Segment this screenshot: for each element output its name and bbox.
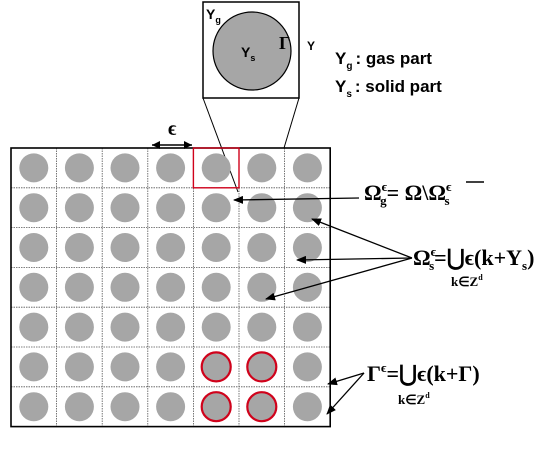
epsilon-label: ϵ — [168, 118, 177, 140]
solid-inclusion — [110, 392, 140, 422]
solid-inclusion — [156, 312, 186, 342]
legend: Yg: gas part Ys: solid part — [335, 49, 442, 100]
solid-inclusion — [19, 193, 49, 223]
solid-inclusion — [156, 272, 186, 302]
solid-inclusion-boundary-highlighted — [200, 351, 232, 383]
solid-inclusion — [110, 272, 140, 302]
solid-inclusion-boundary-highlighted — [200, 391, 232, 423]
solid-inclusion — [156, 233, 186, 262]
zoom-gas-label: Yg — [206, 6, 221, 25]
solid-inclusion — [19, 392, 49, 422]
solid-inclusion — [110, 153, 140, 183]
zoom-connector-left — [202, 97, 239, 193]
solid-inclusion — [156, 392, 186, 422]
formula-gamma: Γϵ=⋃ϵ(k+Γ) k∈Zd — [367, 360, 480, 407]
solid-inclusion — [110, 312, 140, 342]
solid-inclusion — [201, 312, 231, 342]
solid-inclusion — [64, 392, 94, 422]
solid-inclusion — [201, 272, 231, 302]
zoom-cell: Yg Ys Γ Y — [202, 1, 315, 99]
zoom-cell-label: Y — [307, 39, 315, 53]
solid-inclusion — [156, 352, 186, 382]
solid-inclusion — [247, 153, 277, 183]
solid-inclusion — [64, 153, 94, 183]
arrow-omega-s-3 — [265, 257, 413, 301]
solid-inclusion — [292, 233, 322, 262]
svg-text:k∈Zd: k∈Zd — [451, 273, 483, 289]
formula-omega-s: Ωϵ s=⋃ϵ(k+Ys) k∈Zd — [413, 244, 534, 289]
zoom-source-cell — [192, 147, 240, 189]
solid-inclusion — [64, 233, 94, 262]
solid-inclusion — [19, 312, 49, 342]
solid-inclusion — [292, 193, 322, 223]
solid-inclusion — [247, 233, 277, 262]
periodic-grid — [10, 147, 332, 428]
arrow-omega-s-1 — [311, 218, 413, 259]
zoom-solid-label: Ys — [241, 44, 255, 63]
solid-inclusion — [19, 233, 49, 262]
solid-inclusion — [247, 193, 277, 223]
solid-inclusion — [110, 352, 140, 382]
annotation-arrows — [233, 195, 413, 415]
solid-inclusion — [292, 153, 322, 183]
legend-solid: Ys: solid part — [335, 77, 442, 100]
epsilon-arrow-left-head — [152, 141, 160, 149]
solid-inclusion — [19, 352, 49, 382]
zoom-connector-right — [283, 97, 300, 149]
arrow-gamma-1 — [327, 372, 365, 386]
solid-inclusion-boundary-highlighted — [246, 391, 278, 423]
solid-inclusion — [201, 233, 231, 262]
arrow-gamma-2 — [326, 372, 365, 415]
solid-inclusion — [64, 312, 94, 342]
epsilon-arrow-right-head — [184, 141, 192, 149]
arrow-omega-g — [233, 195, 360, 204]
solid-inclusion — [19, 153, 49, 183]
formula-omega-g: Ωϵ g= Ω\Ωϵ s — [364, 179, 484, 208]
solid-inclusion — [247, 312, 277, 342]
svg-text:Γϵ=⋃ϵ(k+Γ): Γϵ=⋃ϵ(k+Γ) — [367, 360, 480, 386]
solid-inclusion — [110, 193, 140, 223]
solid-inclusion — [156, 193, 186, 223]
svg-text:Ωϵs=⋃ϵ(k+Ys): Ωϵ s=⋃ϵ(k+Ys) — [413, 244, 534, 273]
solid-inclusion — [201, 193, 231, 223]
solid-inclusion — [292, 392, 322, 422]
zoom-solid-inclusion — [212, 11, 292, 91]
solid-inclusion — [292, 312, 322, 342]
zoom-boundary-label: Γ — [279, 33, 290, 53]
domain-border — [10, 147, 332, 428]
solid-inclusion — [156, 153, 186, 183]
svg-text:Ωϵg= Ω\Ωϵs: Ωϵ g= Ω\Ωϵ s — [364, 179, 452, 208]
solid-inclusion — [64, 272, 94, 302]
svg-text:k∈Zd: k∈Zd — [398, 391, 430, 407]
legend-gas: Yg: gas part — [335, 49, 432, 72]
solid-inclusion — [64, 352, 94, 382]
solid-inclusion — [19, 272, 49, 302]
solid-inclusion-boundary-highlighted — [246, 351, 278, 383]
solid-inclusion — [64, 193, 94, 223]
epsilon-dimension: ϵ — [152, 118, 192, 149]
solid-inclusion — [110, 233, 140, 262]
solid-inclusion — [201, 153, 231, 183]
solid-inclusion — [292, 352, 322, 382]
arrow-omega-s-2 — [296, 255, 413, 264]
